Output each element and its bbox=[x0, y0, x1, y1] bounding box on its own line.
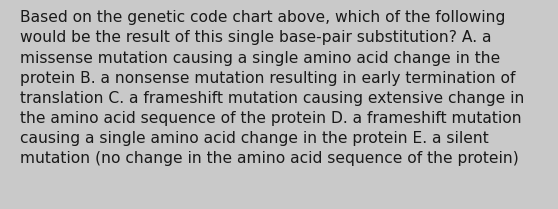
Text: Based on the genetic code chart above, which of the following
would be the resul: Based on the genetic code chart above, w… bbox=[20, 10, 524, 166]
